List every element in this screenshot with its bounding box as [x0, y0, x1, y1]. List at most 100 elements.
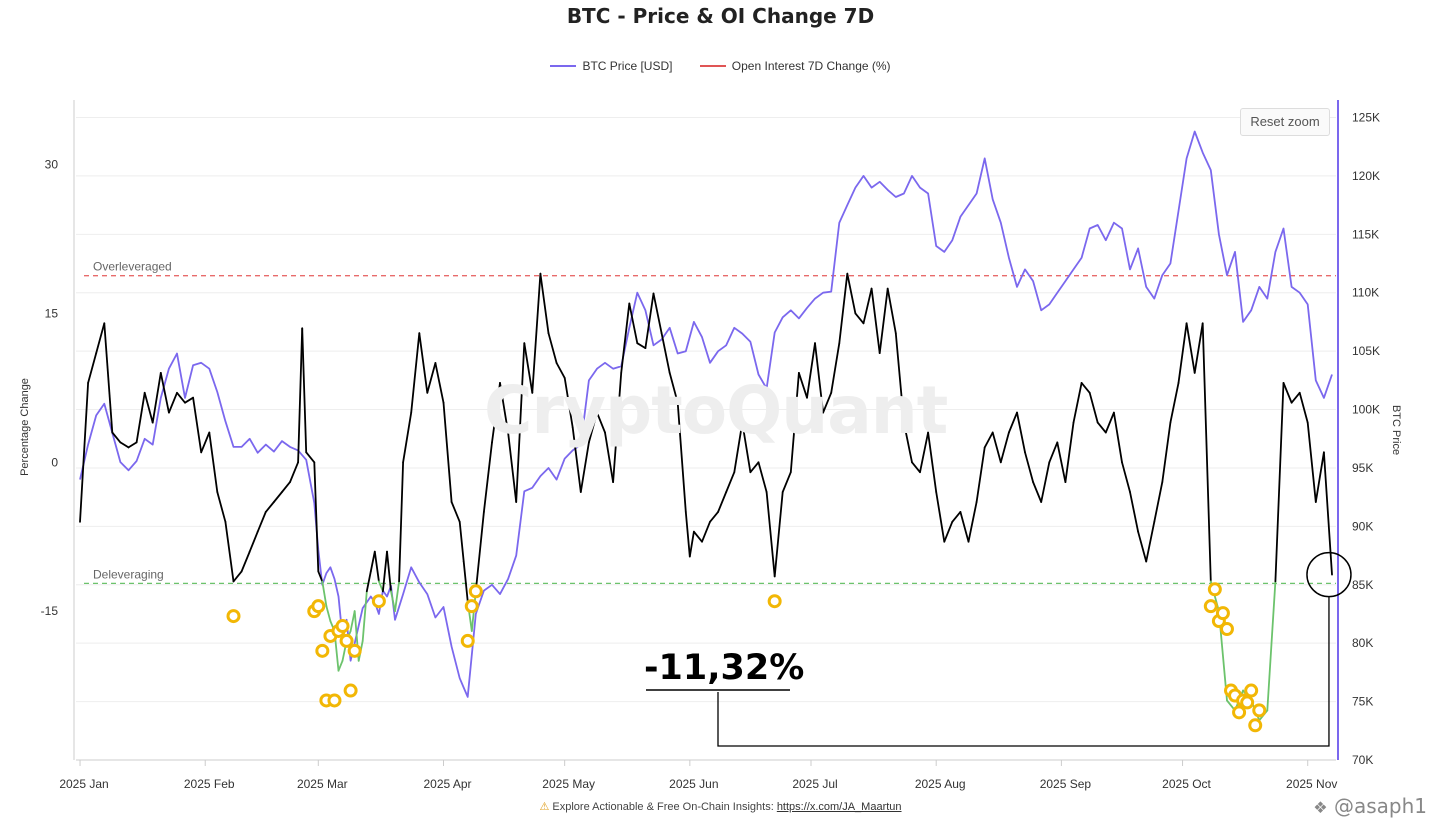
oi-segment	[878, 287, 889, 355]
oi-segment	[272, 491, 283, 503]
oi-segment	[741, 421, 752, 474]
oi-segment	[1137, 530, 1148, 563]
oi-segment	[846, 272, 857, 315]
oi-segment	[1193, 322, 1204, 374]
oi-segment	[184, 396, 195, 404]
right-tick-label: 105K	[1352, 344, 1380, 358]
oi-segment	[1016, 411, 1026, 454]
oi-segment	[1306, 421, 1317, 503]
oi-segment	[604, 431, 614, 484]
deleveraging-marker	[1232, 705, 1247, 720]
oi-segment	[248, 530, 259, 553]
footer-link[interactable]: https://x.com/JA_Maartun	[776, 801, 902, 813]
oi-segment	[216, 491, 227, 523]
oi-segment	[911, 461, 921, 474]
reset-zoom-button[interactable]: Reset zoom	[1240, 108, 1330, 136]
oi-segment	[1201, 322, 1212, 583]
oi-segment	[717, 491, 728, 513]
oi-segment	[773, 491, 784, 578]
oi-segment	[798, 371, 808, 399]
oi-segment	[1169, 381, 1180, 424]
credit-logo-icon: ❖	[1313, 798, 1328, 817]
oi-segment	[1088, 391, 1099, 424]
oi-segment	[167, 391, 178, 414]
footer: ⚠ Explore Actionable & Free On-Chain Ins…	[0, 800, 1441, 813]
right-tick-label: 85K	[1352, 578, 1373, 592]
oi-segment	[749, 461, 760, 474]
oi-segment	[111, 431, 122, 444]
oi-segment	[531, 272, 542, 394]
x-tick-label: 2025 Jan	[59, 777, 108, 791]
overleveraged-label: Overleveraged	[93, 260, 172, 274]
oi-segment	[757, 461, 768, 493]
oi-segment	[95, 322, 106, 355]
oi-segment	[289, 461, 300, 484]
oi-segment	[935, 491, 946, 543]
left-tick-label: -15	[41, 604, 59, 618]
oi-segment	[1080, 381, 1091, 394]
oi-segment	[1040, 461, 1051, 503]
legend-item-oi[interactable]: Open Interest 7D Change (%)	[699, 59, 891, 73]
credit-handle-text: @asaph1	[1333, 794, 1427, 818]
deleveraging-marker	[343, 683, 358, 698]
oi-segment	[87, 352, 98, 384]
oi-segment	[628, 302, 639, 345]
legend: BTC Price [USD] Open Interest 7D Change …	[0, 56, 1441, 73]
oi-segment	[390, 590, 396, 612]
oi-segment	[636, 342, 647, 350]
oi-segment	[499, 381, 510, 434]
oi-segment	[894, 332, 905, 424]
oi-segment	[975, 446, 986, 503]
deleveraging-marker	[315, 643, 330, 658]
x-tick-label: 2025 Sep	[1040, 777, 1092, 791]
oi-segment	[1274, 381, 1285, 583]
oi-segment	[1113, 411, 1123, 464]
oi-segment	[264, 501, 275, 513]
oi-segment	[373, 550, 380, 583]
oi-segment	[394, 580, 401, 612]
oi-segment	[1323, 451, 1333, 576]
oi-segment	[668, 371, 679, 404]
oi-segment	[515, 342, 526, 503]
oi-segment	[442, 401, 453, 503]
x-tick-label: 2025 Jun	[669, 777, 718, 791]
legend-item-price[interactable]: BTC Price [USD]	[550, 59, 672, 73]
deleveraging-marker	[311, 599, 326, 614]
oi-segment	[1298, 391, 1309, 424]
oi-segment	[176, 391, 186, 404]
oi-segment	[321, 580, 328, 608]
oi-segment	[688, 530, 695, 558]
deleveraging-marker	[464, 599, 479, 614]
oi-segment	[159, 371, 170, 414]
oi-segment	[349, 610, 356, 632]
deleveraging-marker	[347, 643, 362, 658]
oi-segment	[1096, 421, 1107, 434]
oi-segment	[806, 342, 816, 399]
oi-segment	[547, 332, 558, 364]
oi-segment	[491, 381, 501, 444]
oi-segment	[256, 510, 267, 533]
oi-segment	[709, 510, 719, 523]
oi-segment	[943, 520, 954, 543]
left-axis-title: Percentage Change	[19, 378, 31, 476]
oi-segment	[1048, 441, 1059, 464]
right-tick-label: 115K	[1352, 227, 1379, 241]
deleveraging-marker	[1240, 695, 1255, 710]
x-tick-label: 2025 Nov	[1286, 777, 1337, 791]
oi-segment	[361, 590, 368, 642]
oi-segment	[381, 550, 388, 593]
oi-segment	[1008, 411, 1018, 434]
oi-segment	[1072, 381, 1083, 424]
oi-segment	[1266, 580, 1277, 712]
oi-segment	[789, 371, 800, 474]
oi-segment	[870, 287, 881, 355]
oi-segment	[482, 441, 493, 513]
legend-price-label: BTC Price [USD]	[582, 59, 673, 73]
oi-segment	[991, 431, 1002, 464]
oi-segment	[838, 272, 849, 345]
deleveraging-marker	[1219, 621, 1234, 636]
x-tick-label: 2025 Jul	[792, 777, 837, 791]
oi-segment	[434, 362, 445, 404]
deleveraging-marker	[767, 594, 782, 609]
annotation-circle	[1306, 551, 1352, 598]
